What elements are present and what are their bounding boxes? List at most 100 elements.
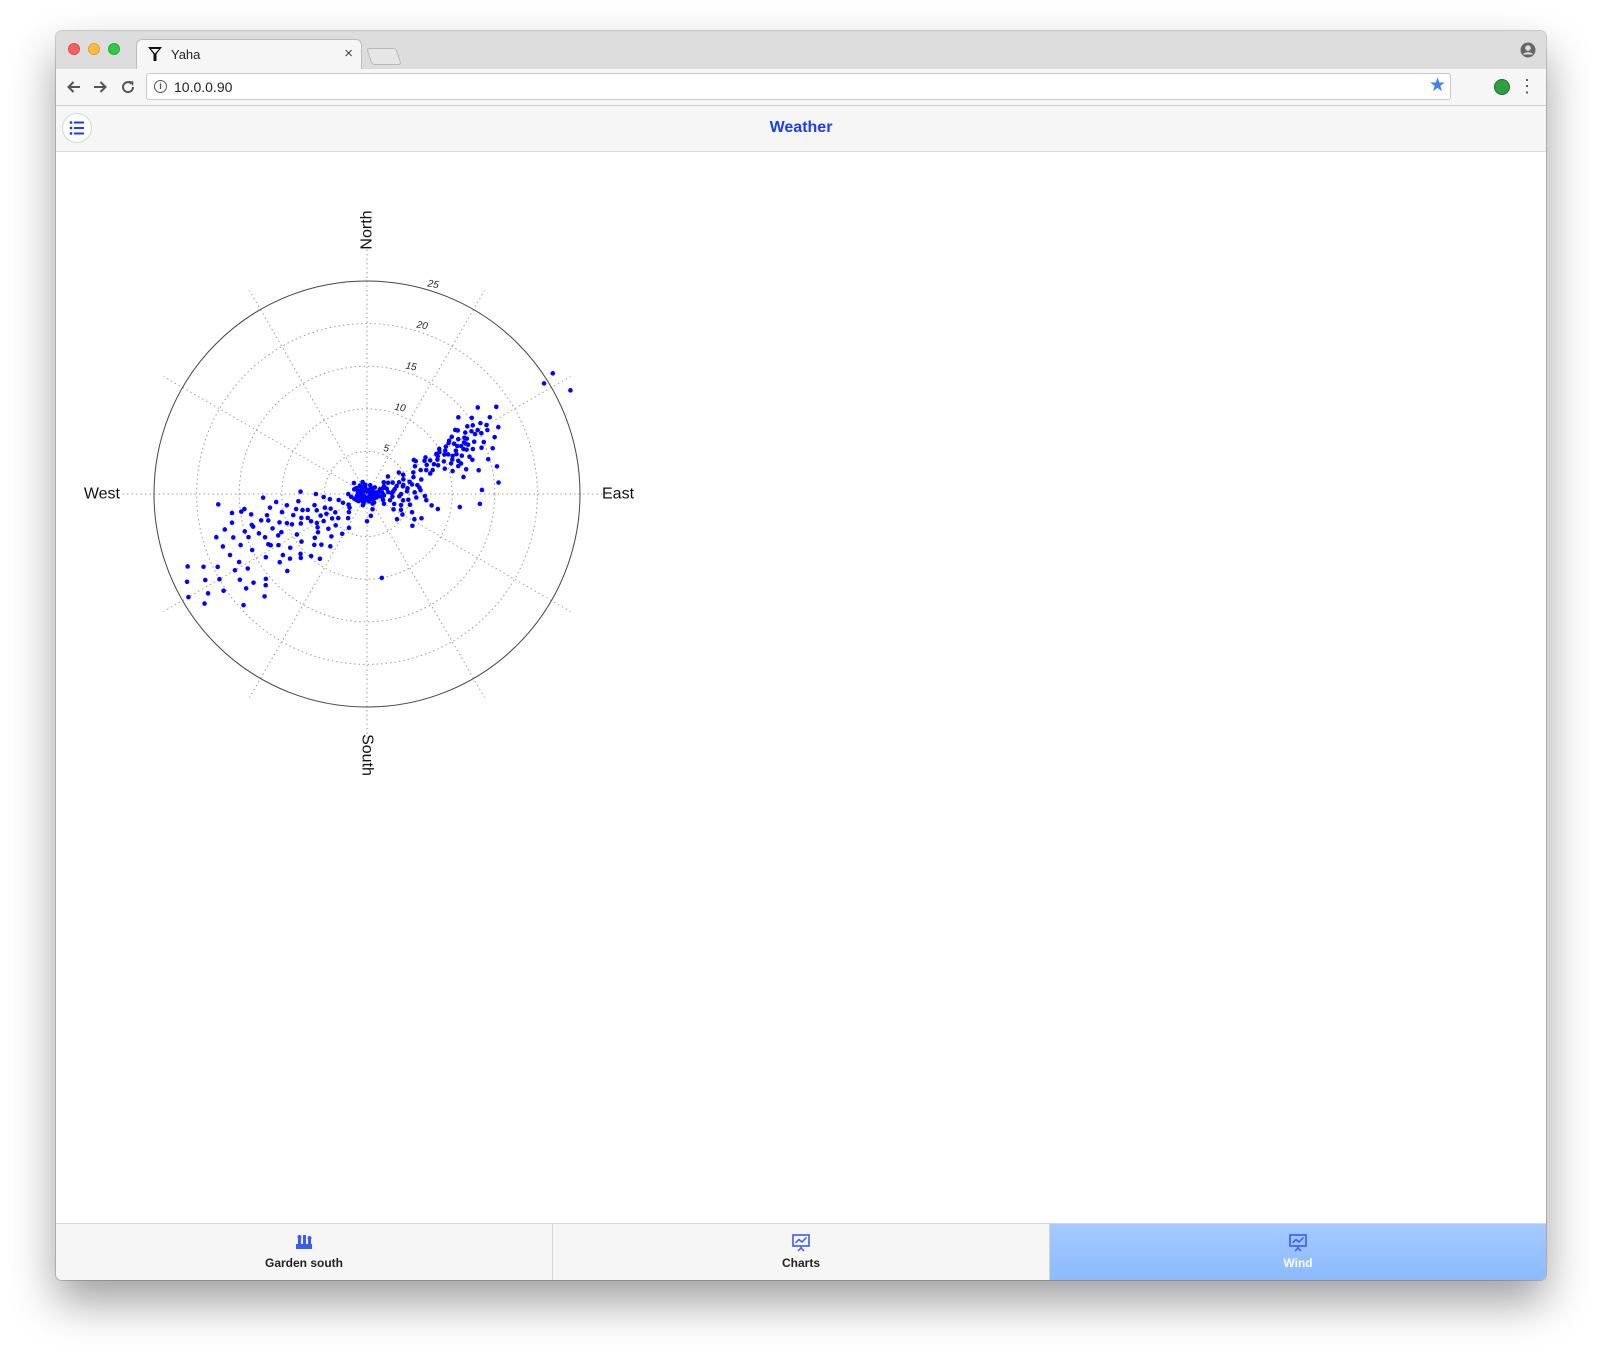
wind-data-point	[496, 424, 501, 430]
wind-data-point	[410, 523, 415, 529]
wind-data-point	[413, 495, 419, 500]
wind-data-point	[308, 518, 314, 524]
tab-wind[interactable]: Wind	[1050, 1224, 1546, 1280]
wind-data-point	[284, 520, 290, 526]
presentation-chart-icon	[791, 1232, 811, 1257]
wind-data-point	[469, 415, 475, 421]
close-tab-icon[interactable]: ×	[344, 45, 353, 62]
forward-arrow-icon[interactable]	[89, 76, 111, 98]
wind-data-point	[423, 455, 428, 460]
wind-data-point	[229, 520, 235, 525]
wind-data-point	[493, 404, 499, 410]
wind-data-point	[186, 594, 191, 600]
wind-data-point	[220, 544, 226, 549]
browser-tab[interactable]: Yaha ×	[136, 39, 362, 70]
wind-data-point	[418, 467, 424, 473]
compass-label-south: South	[359, 734, 376, 776]
wind-data-point	[541, 381, 547, 386]
wind-data-point	[424, 462, 430, 468]
compass-label-east: East	[602, 486, 635, 503]
wind-data-point	[263, 554, 269, 560]
wind-data-point	[367, 482, 373, 488]
wind-data-point	[429, 503, 434, 508]
tab-label: Wind	[1283, 1256, 1313, 1270]
wind-data-point	[248, 512, 254, 517]
wind-data-point	[431, 461, 437, 467]
wind-data-point	[394, 483, 399, 489]
wind-data-point	[250, 524, 256, 529]
wind-data-point	[279, 529, 284, 535]
wind-data-point	[277, 520, 282, 525]
wind-data-point	[454, 443, 460, 449]
new-tab-button[interactable]	[366, 48, 402, 65]
zoom-window-button[interactable]	[108, 43, 120, 55]
wind-data-point	[321, 494, 326, 500]
wind-data-point	[394, 516, 400, 522]
wind-data-point	[202, 577, 208, 583]
wind-data-point	[270, 526, 275, 531]
wind-data-point	[305, 507, 311, 513]
wind-data-point	[455, 436, 461, 442]
bookmark-star-icon[interactable]: ★	[1428, 75, 1446, 96]
wind-data-point	[215, 502, 221, 507]
wind-data-point	[256, 531, 262, 536]
wind-data-point	[314, 520, 320, 526]
back-arrow-icon[interactable]	[63, 76, 85, 98]
wind-data-point	[401, 482, 406, 488]
wind-data-point	[404, 488, 410, 494]
wind-data-point	[273, 499, 279, 505]
wind-data-point	[446, 440, 451, 446]
wind-data-point	[434, 451, 439, 457]
wind-data-point	[458, 443, 464, 449]
wind-data-point	[494, 464, 500, 469]
wind-data-point	[550, 371, 556, 376]
list-icon	[69, 121, 84, 135]
wind-data-point	[267, 505, 273, 510]
wind-data-point	[289, 522, 295, 527]
wind-data-point	[227, 552, 233, 558]
address-bar[interactable]: i 10.0.0.90 ★	[146, 73, 1451, 100]
profile-icon[interactable]	[1520, 42, 1536, 63]
wind-data-point	[445, 452, 451, 457]
wind-data-point	[236, 559, 242, 565]
wind-data-point	[430, 467, 435, 473]
wind-data-point	[293, 506, 299, 512]
close-window-button[interactable]	[68, 43, 80, 55]
browser-menu-icon[interactable]: ⋮	[1518, 76, 1536, 96]
wind-data-point	[265, 518, 271, 523]
wind-data-point	[469, 428, 474, 434]
wind-data-point	[346, 502, 351, 507]
wind-data-point	[279, 509, 285, 515]
wind-data-point	[478, 420, 483, 426]
wind-data-point	[312, 535, 318, 541]
wind-data-point	[312, 502, 317, 508]
page-title: Weather	[769, 119, 833, 136]
wind-data-point	[322, 505, 328, 510]
extension-icon[interactable]	[1494, 79, 1510, 95]
wind-data-point	[427, 458, 433, 463]
wind-data-point	[205, 591, 211, 596]
wind-data-point	[407, 479, 412, 485]
wind-data-point	[406, 497, 411, 503]
angular-grid-spoke	[366, 493, 485, 698]
wind-data-point	[396, 493, 402, 499]
menu-list-button[interactable]	[62, 113, 92, 143]
wind-data-point	[313, 491, 319, 497]
wind-data-point	[363, 485, 368, 491]
wind-data-point	[318, 513, 323, 518]
minimize-window-button[interactable]	[88, 43, 100, 55]
wind-data-point	[360, 502, 366, 508]
wind-data-point	[401, 477, 406, 482]
wind-data-point	[381, 479, 387, 485]
wind-data-point	[280, 552, 286, 558]
wind-data-point	[245, 566, 251, 571]
wind-data-point	[492, 434, 497, 440]
wind-data-point	[298, 521, 304, 526]
wind-data-point	[411, 457, 417, 463]
wind-data-point	[477, 501, 483, 507]
tab-garden-south[interactable]: Garden south	[56, 1224, 553, 1280]
tab-charts[interactable]: Charts	[553, 1224, 1050, 1280]
reload-icon[interactable]	[117, 76, 139, 98]
info-icon[interactable]: i	[154, 80, 167, 93]
wind-data-point	[237, 577, 243, 583]
